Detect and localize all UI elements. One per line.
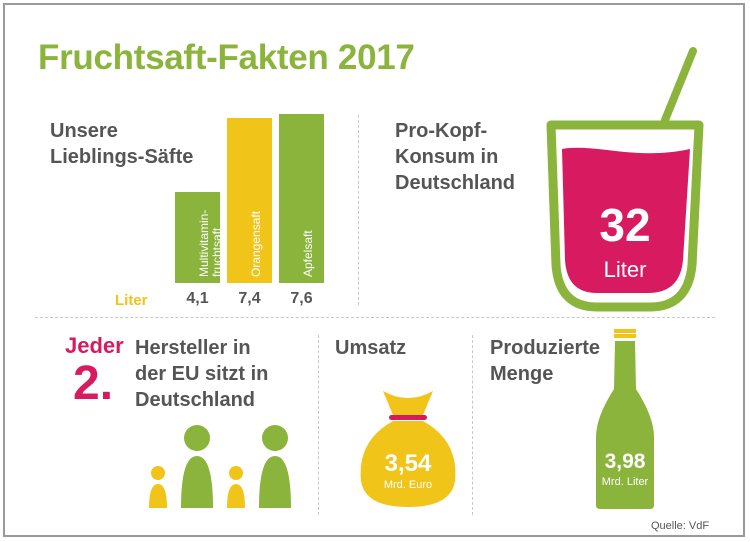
juice-glass-icon: 32 Liter	[546, 47, 704, 312]
revenue-value: 3,54	[385, 450, 432, 477]
juice-value-label: 7,4	[238, 290, 261, 307]
juice-bar: Orangensaft	[227, 118, 272, 283]
favorites-heading: Unsere Lieblings-Säfte	[50, 120, 194, 168]
source-note: Quelle: VdF	[651, 520, 710, 532]
juice-value-label: 4,1	[186, 290, 209, 307]
juice-bar-label: Apfelsaft	[300, 230, 315, 277]
producer-text: Hersteller in der EU sitzt in Deutschlan…	[135, 337, 269, 411]
juice-bar-label: Orangensaft	[248, 210, 263, 277]
chart-unit-label: Liter	[115, 292, 148, 309]
infographic-frame: Fruchtsaft-Fakten 2017 Unsere Lieblings-…	[3, 3, 745, 537]
production-unit: Mrd. Liter	[602, 476, 649, 488]
juice-bar: Apfelsaft	[279, 114, 324, 283]
juice-bar-chart: Multivitamin- fruchtsaft Orangensaft Apfel…	[175, 105, 335, 283]
production-value: 3,98	[605, 450, 646, 473]
divider-vertical-bottom-1	[318, 335, 319, 515]
consumption-unit: Liter	[604, 257, 647, 282]
divider-horizontal	[35, 317, 715, 318]
revenue-heading: Umsatz	[335, 337, 407, 359]
divider-vertical-top	[358, 115, 359, 305]
bottle-icon: 3,98 Mrd. Liter	[596, 329, 654, 509]
juice-bar-label: Multivitamin- fruchtsaft	[196, 209, 224, 277]
production-heading: Produzierte Menge	[490, 337, 601, 385]
producer-number: 2.	[73, 357, 114, 410]
revenue-unit: Mrd. Euro	[384, 479, 432, 491]
money-bag-icon: 3,54 Mrd. Euro	[360, 391, 456, 507]
juice-value-label: 7,6	[290, 290, 313, 307]
consumption-heading: Pro-Kopf- Konsum in Deutschland	[395, 120, 516, 194]
divider-vertical-bottom-2	[472, 335, 473, 515]
consumption-value: 32	[599, 199, 650, 251]
page-title: Fruchtsaft-Fakten 2017	[38, 38, 415, 77]
juice-bar: Multivitamin- fruchtsaft	[175, 192, 224, 283]
juice-values-row: 4,1 7,4 7,6	[175, 290, 335, 312]
producer-jeder: Jeder	[65, 333, 124, 358]
people-icon	[149, 425, 291, 508]
